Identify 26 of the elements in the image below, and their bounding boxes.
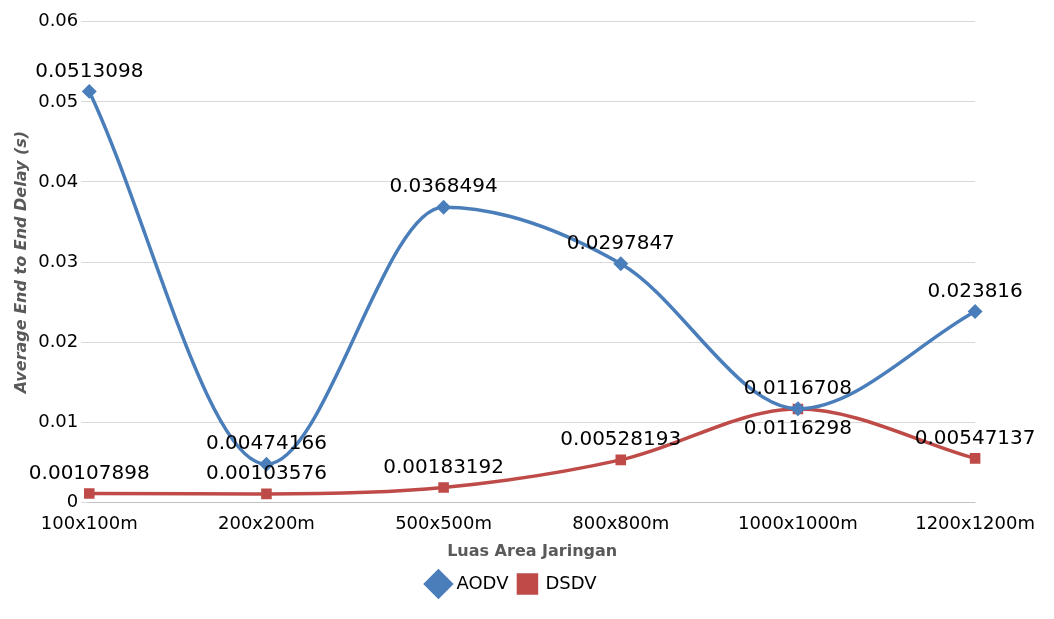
y-tick-label: 0.04: [38, 169, 79, 191]
y-tick-label: 0.01: [38, 409, 79, 431]
y-tick-label: 0.05: [38, 89, 79, 111]
data-label: 0.00183192: [383, 453, 505, 478]
y-tick-label: 0: [66, 489, 79, 511]
y-tick-label: 0.03: [38, 249, 79, 271]
x-tick-label: 1000x1000m: [738, 511, 858, 533]
x-tick-label: 200x200m: [217, 511, 315, 533]
y-tick-label: 0.06: [38, 9, 79, 31]
data-label: 0.00107898: [28, 459, 150, 484]
y-axis-title: Average End to End Delay (s): [10, 130, 30, 396]
y-tick-label: 0.02: [38, 329, 79, 351]
x-tick-label: 1200x1200m: [915, 511, 1035, 533]
legend-label: DSDV: [545, 571, 598, 593]
data-label: 0.00528193: [560, 426, 682, 451]
x-axis-title: Luas Area Jaringan: [447, 540, 618, 560]
data-label: 0.00547137: [914, 424, 1036, 449]
x-tick-label: 100x100m: [40, 511, 138, 533]
x-tick-label: 800x800m: [572, 511, 670, 533]
data-label: 0.0368494: [389, 173, 498, 198]
legend-label: AODV: [456, 571, 510, 593]
data-label: 0.0513098: [35, 57, 144, 82]
data-label: 0.0116298: [743, 415, 853, 440]
data-label: 0.00103576: [206, 460, 327, 485]
x-tick-label: 500x500m: [395, 511, 493, 533]
data-label: 0.023816: [927, 277, 1023, 302]
